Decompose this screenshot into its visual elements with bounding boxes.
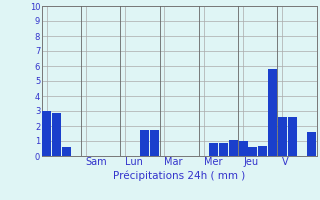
Bar — [62, 147, 71, 156]
Bar — [249, 147, 257, 156]
Bar — [42, 111, 51, 156]
Bar — [229, 140, 238, 156]
Bar — [52, 112, 61, 156]
Bar — [278, 117, 287, 156]
Bar — [140, 130, 149, 156]
Bar — [308, 132, 316, 156]
Bar — [209, 142, 218, 156]
Bar — [268, 69, 277, 156]
X-axis label: Précipitations 24h ( mm ): Précipitations 24h ( mm ) — [113, 170, 245, 181]
Bar — [258, 146, 267, 156]
Bar — [239, 141, 247, 156]
Bar — [288, 117, 297, 156]
Bar — [150, 130, 159, 156]
Bar — [219, 143, 228, 156]
